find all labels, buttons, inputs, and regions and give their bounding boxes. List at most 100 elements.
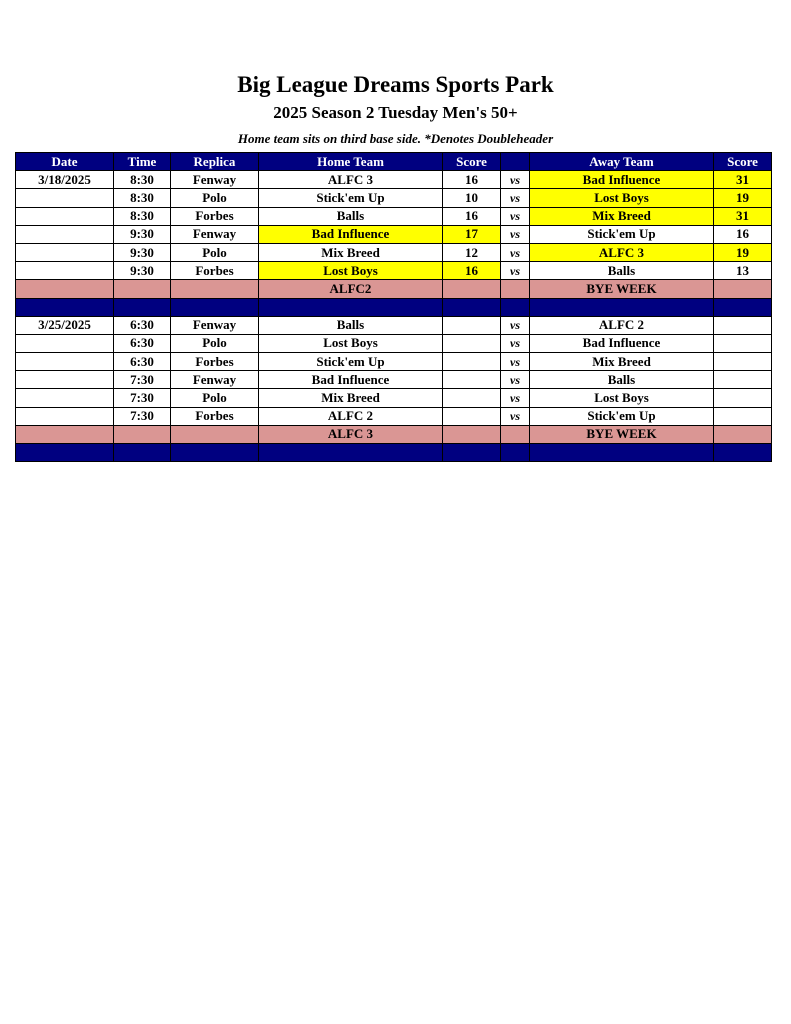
cell-away-team: Mix Breed [529,206,714,226]
cell-time [113,297,171,317]
cell-date [15,261,114,281]
cell-replica: Forbes [170,261,259,281]
cell-time: 6:30 [113,315,171,335]
cell-time: 8:30 [113,188,171,208]
cell-home-score: 16 [442,170,501,190]
cell-away-team: Stick'em Up [529,406,714,426]
cell-away-score [713,406,772,426]
cell-home-team: Lost Boys [258,333,443,354]
cell-vs [500,442,530,463]
header-time: Time [113,151,171,172]
page-subtitle: 2025 Season 2 Tuesday Men's 50+ [273,103,518,122]
cell-vs: vs [500,224,530,244]
cell-replica: Fenway [170,224,259,244]
cell-vs: vs [500,261,530,281]
cell-date [15,297,114,317]
cell-home-score [442,442,501,463]
cell-vs: vs [500,352,530,372]
cell-replica: Fenway [170,170,259,190]
cell-date [15,406,114,426]
game-row: 9:30 Fenway Bad Influence 17 vs Stick'em Up 16 [15,224,772,244]
cell-vs: vs [500,170,530,190]
cell-away-team: BYE WEEK [529,279,714,299]
game-row: 3/25/2025 6:30 Fenway Balls vs ALFC 2 [15,315,772,335]
header-away-score: Score [713,151,772,172]
cell-time: 6:30 [113,333,171,354]
cell-date [15,352,114,372]
cell-date [15,188,114,208]
cell-vs: vs [500,370,530,390]
cell-replica: Fenway [170,370,259,390]
cell-home-score [442,315,501,335]
cell-away-score [713,333,772,354]
cell-away-team: Balls [529,370,714,390]
game-row: 7:30 Fenway Bad Influence vs Balls [15,370,772,390]
cell-away-score [713,370,772,390]
cell-away-score [713,279,772,299]
cell-home-score [442,333,501,354]
cell-replica: Forbes [170,406,259,426]
cell-time: 9:30 [113,224,171,244]
cell-replica: Polo [170,242,259,263]
cell-home-team: Lost Boys [258,261,443,281]
cell-replica [170,442,259,463]
cell-away-team [529,442,714,463]
cell-replica: Polo [170,333,259,354]
cell-time: 7:30 [113,370,171,390]
cell-date [15,242,114,263]
cell-replica: Forbes [170,352,259,372]
game-row: 8:30 Polo Stick'em Up 10 vs Lost Boys 19 [15,188,772,208]
cell-time [113,279,171,299]
cell-away-team: ALFC 2 [529,315,714,335]
page-title: Big League Dreams Sports Park [237,72,554,97]
cell-time: 8:30 [113,206,171,226]
cell-home-score [442,352,501,372]
cell-home-score [442,370,501,390]
cell-time: 7:30 [113,406,171,426]
cell-vs: vs [500,242,530,263]
cell-vs [500,424,530,445]
game-row: 7:30 Polo Mix Breed vs Lost Boys [15,388,772,408]
cell-home-team: Mix Breed [258,242,443,263]
cell-date [15,388,114,408]
header-date: Date [15,151,114,172]
cell-replica [170,424,259,445]
cell-away-team: Stick'em Up [529,224,714,244]
cell-date [15,333,114,354]
cell-home-team: ALFC 3 [258,424,443,445]
cell-away-team: Bad Influence [529,333,714,354]
cell-date [15,442,114,463]
cell-time: 9:30 [113,242,171,263]
game-row: 6:30 Forbes Stick'em Up vs Mix Breed [15,352,772,372]
cell-home-team [258,297,443,317]
cell-time [113,442,171,463]
cell-vs: vs [500,333,530,354]
game-row: 3/18/2025 8:30 Fenway ALFC 3 16 vs Bad Influen… [15,170,772,190]
bye-row: ALFC2 BYE WEEK [15,279,772,299]
cell-vs: vs [500,315,530,335]
cell-time: 8:30 [113,170,171,190]
cell-date [15,279,114,299]
cell-home-score: 16 [442,261,501,281]
separator-row [15,297,772,317]
cell-date [15,370,114,390]
cell-home-team: ALFC2 [258,279,443,299]
cell-time [113,424,171,445]
cell-away-team [529,297,714,317]
game-row: 9:30 Forbes Lost Boys 16 vs Balls 13 [15,261,772,281]
cell-time: 9:30 [113,261,171,281]
cell-away-team: Lost Boys [529,188,714,208]
cell-date: 3/18/2025 [15,170,114,190]
cell-home-score: 10 [442,188,501,208]
cell-away-score [713,442,772,463]
cell-replica [170,297,259,317]
cell-home-score [442,297,501,317]
cell-home-team: Stick'em Up [258,188,443,208]
cell-away-team: ALFC 3 [529,242,714,263]
cell-away-team: Balls [529,261,714,281]
cell-away-score [713,424,772,445]
cell-home-score: 12 [442,242,501,263]
game-row: 9:30 Polo Mix Breed 12 vs ALFC 3 19 [15,242,772,263]
cell-away-team: Bad Influence [529,170,714,190]
cell-home-score [442,424,501,445]
